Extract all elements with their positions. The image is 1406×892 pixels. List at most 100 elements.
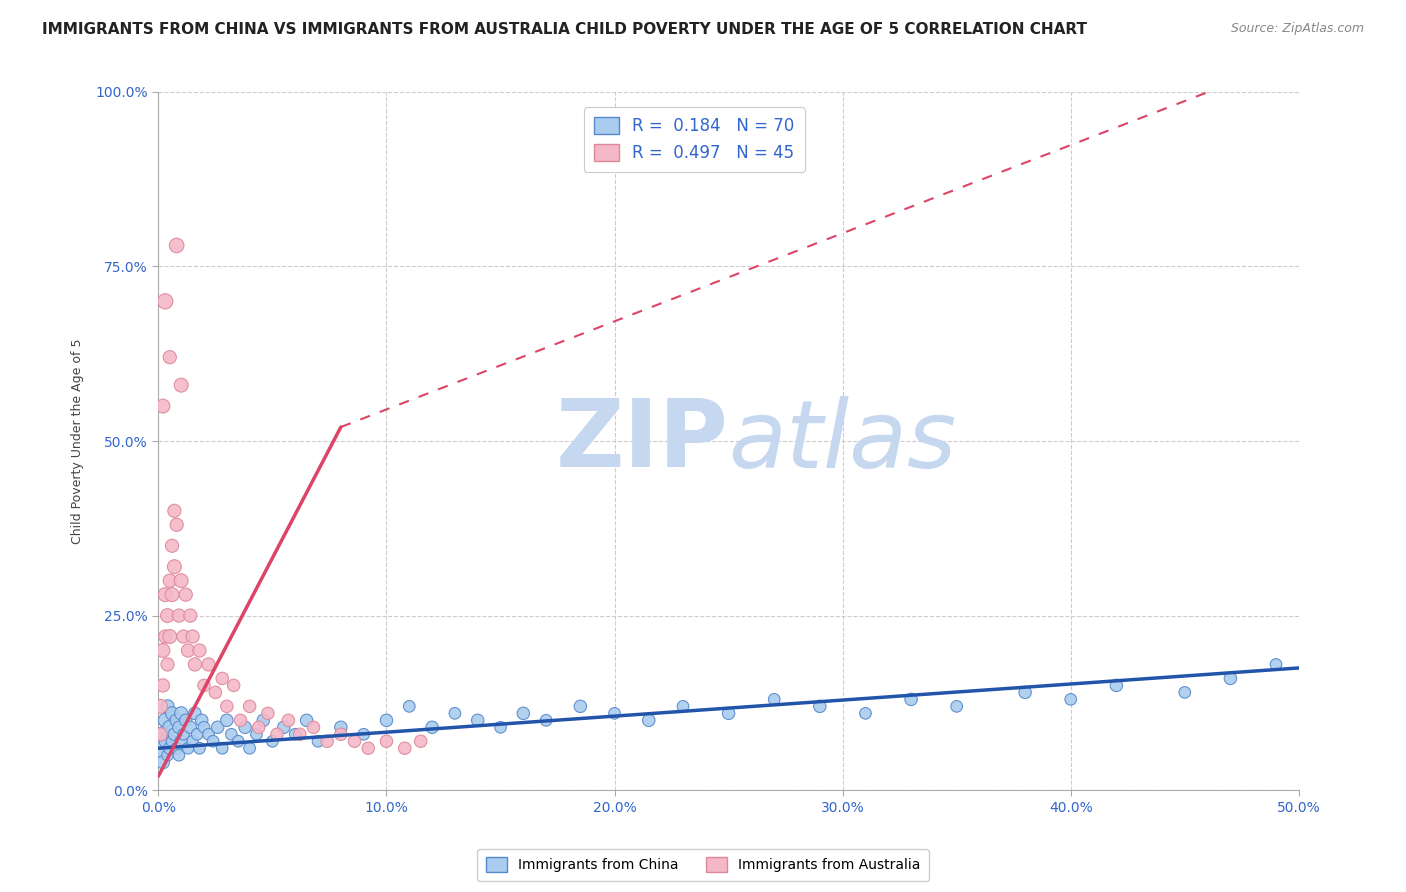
Point <box>159 720 181 734</box>
Point <box>307 734 329 748</box>
Point <box>808 699 831 714</box>
Point <box>170 378 193 392</box>
Point <box>262 734 284 748</box>
Point <box>160 588 183 602</box>
Point <box>717 706 740 721</box>
Point <box>226 734 249 748</box>
Point <box>215 699 238 714</box>
Point <box>266 727 288 741</box>
Point <box>190 714 212 728</box>
Point <box>159 574 181 588</box>
Point <box>353 727 375 741</box>
Point <box>247 720 270 734</box>
Point <box>302 720 325 734</box>
Point <box>603 706 626 721</box>
Point <box>170 734 193 748</box>
Legend: R =  0.184   N = 70, R =  0.497   N = 45: R = 0.184 N = 70, R = 0.497 N = 45 <box>583 107 804 172</box>
Text: Source: ZipAtlas.com: Source: ZipAtlas.com <box>1230 22 1364 36</box>
Point <box>166 517 188 532</box>
Point <box>444 706 467 721</box>
Point <box>163 559 186 574</box>
Point <box>170 706 193 721</box>
Point <box>1219 672 1241 686</box>
Point <box>177 741 200 756</box>
Point <box>184 657 207 672</box>
Point <box>222 678 245 692</box>
Point <box>174 714 197 728</box>
Point <box>288 727 311 741</box>
Point <box>855 706 877 721</box>
Point <box>193 678 215 692</box>
Point <box>763 692 786 706</box>
Point <box>534 714 557 728</box>
Y-axis label: Child Poverty Under the Age of 5: Child Poverty Under the Age of 5 <box>72 338 84 544</box>
Point <box>172 727 194 741</box>
Point <box>193 720 215 734</box>
Point <box>197 727 219 741</box>
Point <box>375 714 398 728</box>
Point <box>152 755 174 769</box>
Point <box>672 699 695 714</box>
Point <box>172 630 194 644</box>
Point <box>179 608 201 623</box>
Point <box>229 714 252 728</box>
Point <box>167 720 190 734</box>
Point <box>155 630 177 644</box>
Point <box>163 727 186 741</box>
Point <box>207 720 229 734</box>
Legend: Immigrants from China, Immigrants from Australia: Immigrants from China, Immigrants from A… <box>478 849 928 880</box>
Point <box>420 720 443 734</box>
Point <box>398 699 420 714</box>
Point <box>202 734 225 748</box>
Point <box>159 350 181 364</box>
Point <box>159 741 181 756</box>
Point <box>166 238 188 252</box>
Point <box>170 574 193 588</box>
Point <box>945 699 967 714</box>
Point <box>163 504 186 518</box>
Text: atlas: atlas <box>728 395 957 486</box>
Point <box>277 714 299 728</box>
Point <box>284 727 307 741</box>
Point <box>239 699 262 714</box>
Point <box>245 727 267 741</box>
Point <box>188 643 211 657</box>
Point <box>152 643 174 657</box>
Point <box>467 714 489 728</box>
Point <box>149 741 172 756</box>
Point <box>160 539 183 553</box>
Point <box>512 706 534 721</box>
Point <box>155 294 177 309</box>
Point <box>149 699 172 714</box>
Point <box>900 692 922 706</box>
Point <box>329 720 352 734</box>
Point <box>637 714 659 728</box>
Point <box>152 399 174 413</box>
Point <box>155 714 177 728</box>
Point <box>375 734 398 748</box>
Point <box>181 630 204 644</box>
Point <box>211 672 233 686</box>
Point <box>569 699 592 714</box>
Point <box>1014 685 1036 699</box>
Point <box>174 588 197 602</box>
Text: IMMIGRANTS FROM CHINA VS IMMIGRANTS FROM AUSTRALIA CHILD POVERTY UNDER THE AGE O: IMMIGRANTS FROM CHINA VS IMMIGRANTS FROM… <box>42 22 1087 37</box>
Point <box>409 734 432 748</box>
Point <box>184 706 207 721</box>
Point <box>316 734 339 748</box>
Point <box>156 608 179 623</box>
Point <box>197 657 219 672</box>
Point <box>239 741 262 756</box>
Point <box>343 734 366 748</box>
Point <box>394 741 416 756</box>
Point <box>186 727 208 741</box>
Text: ZIP: ZIP <box>555 395 728 487</box>
Point <box>489 720 512 734</box>
Point <box>166 741 188 756</box>
Point <box>156 748 179 763</box>
Point <box>152 678 174 692</box>
Point <box>188 741 211 756</box>
Point <box>160 734 183 748</box>
Point <box>221 727 243 741</box>
Point <box>156 699 179 714</box>
